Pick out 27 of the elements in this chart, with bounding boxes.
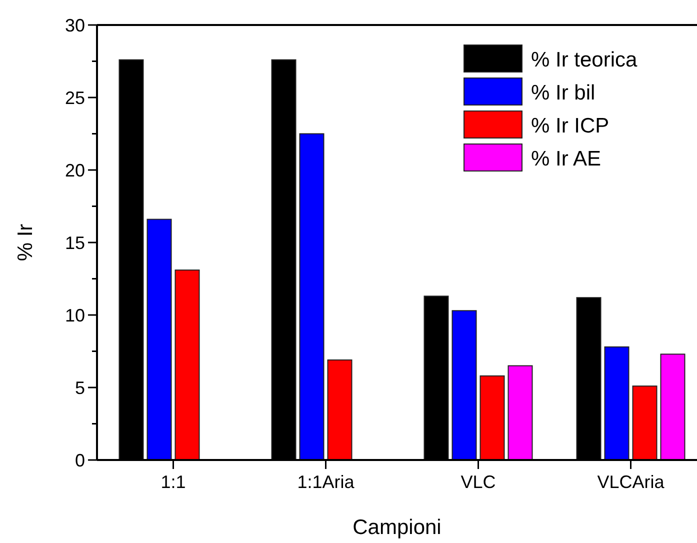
- legend-label: % Ir teorica: [531, 48, 638, 72]
- x-axis-title: Campioni: [352, 516, 442, 539]
- x-tick-label: 1:1Aria: [297, 472, 356, 492]
- bar: [327, 359, 352, 460]
- bar: [660, 354, 686, 460]
- bar: [146, 218, 172, 460]
- legend-label: % Ir bil: [531, 81, 596, 104]
- x-tick-label: VLC: [460, 472, 496, 492]
- bar: [480, 375, 505, 460]
- x-tick-label: 1:1: [160, 472, 186, 492]
- bar: [604, 346, 630, 460]
- x-tick-label: VLCAria: [597, 472, 666, 492]
- y-tick-label: 25: [64, 88, 85, 108]
- bar: [452, 310, 477, 460]
- y-tick-label: 0: [74, 450, 85, 470]
- y-axis-title: % Ir: [14, 224, 37, 262]
- bar: [508, 365, 533, 460]
- bar: [632, 386, 658, 460]
- legend-label: % Ir ICP: [531, 114, 610, 138]
- bar: [174, 270, 200, 460]
- bar: [299, 133, 324, 460]
- y-tick-label: 20: [64, 160, 85, 180]
- y-tick-label: 30: [64, 15, 85, 36]
- y-tick-label: 5: [74, 378, 85, 398]
- y-tick-label: 10: [64, 305, 85, 326]
- legend-label: % Ir AE: [531, 147, 602, 170]
- y-tick-label: 15: [64, 232, 85, 253]
